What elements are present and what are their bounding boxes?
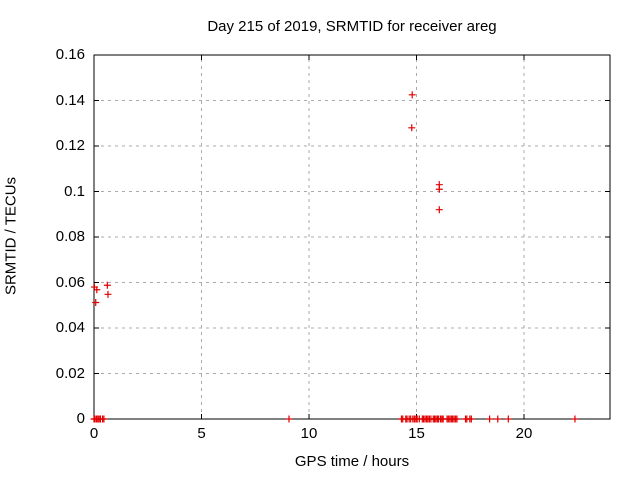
data-point (104, 290, 112, 298)
data-point (408, 91, 416, 99)
chart-title: Day 215 of 2019, SRMTID for receiver are… (207, 18, 497, 35)
data-point (486, 415, 494, 423)
data-point (285, 415, 293, 423)
y-tick-label: 0 (76, 410, 85, 427)
data-point (453, 415, 461, 423)
y-tick-label: 0.06 (55, 273, 85, 291)
y-tick-label: 0.02 (55, 364, 85, 382)
data-point (92, 299, 100, 307)
data-point (435, 206, 443, 214)
x-tick-label: 10 (300, 425, 318, 442)
y-tick-label: 0.1 (64, 182, 85, 200)
data-point (571, 415, 579, 423)
y-tick-label: 0.12 (55, 137, 85, 154)
y-tick-label: 0.08 (55, 228, 85, 245)
data-point (93, 286, 101, 294)
y-tick-label: 0.16 (55, 46, 85, 63)
x-tick-label: 5 (197, 425, 206, 442)
data-point (467, 415, 475, 423)
x-tick-label: 15 (408, 425, 425, 442)
y-tick-label: 0.14 (55, 91, 85, 109)
data-point (504, 415, 512, 423)
data-point (100, 415, 108, 423)
x-axis-title: GPS time / hours (294, 453, 410, 470)
data-point (103, 281, 111, 289)
data-point (435, 185, 443, 193)
x-tick-label: 0 (89, 425, 99, 442)
data-point (494, 415, 502, 423)
y-tick-label: 0.04 (55, 319, 85, 336)
x-tick-label: 20 (515, 425, 533, 442)
data-point (408, 124, 416, 132)
